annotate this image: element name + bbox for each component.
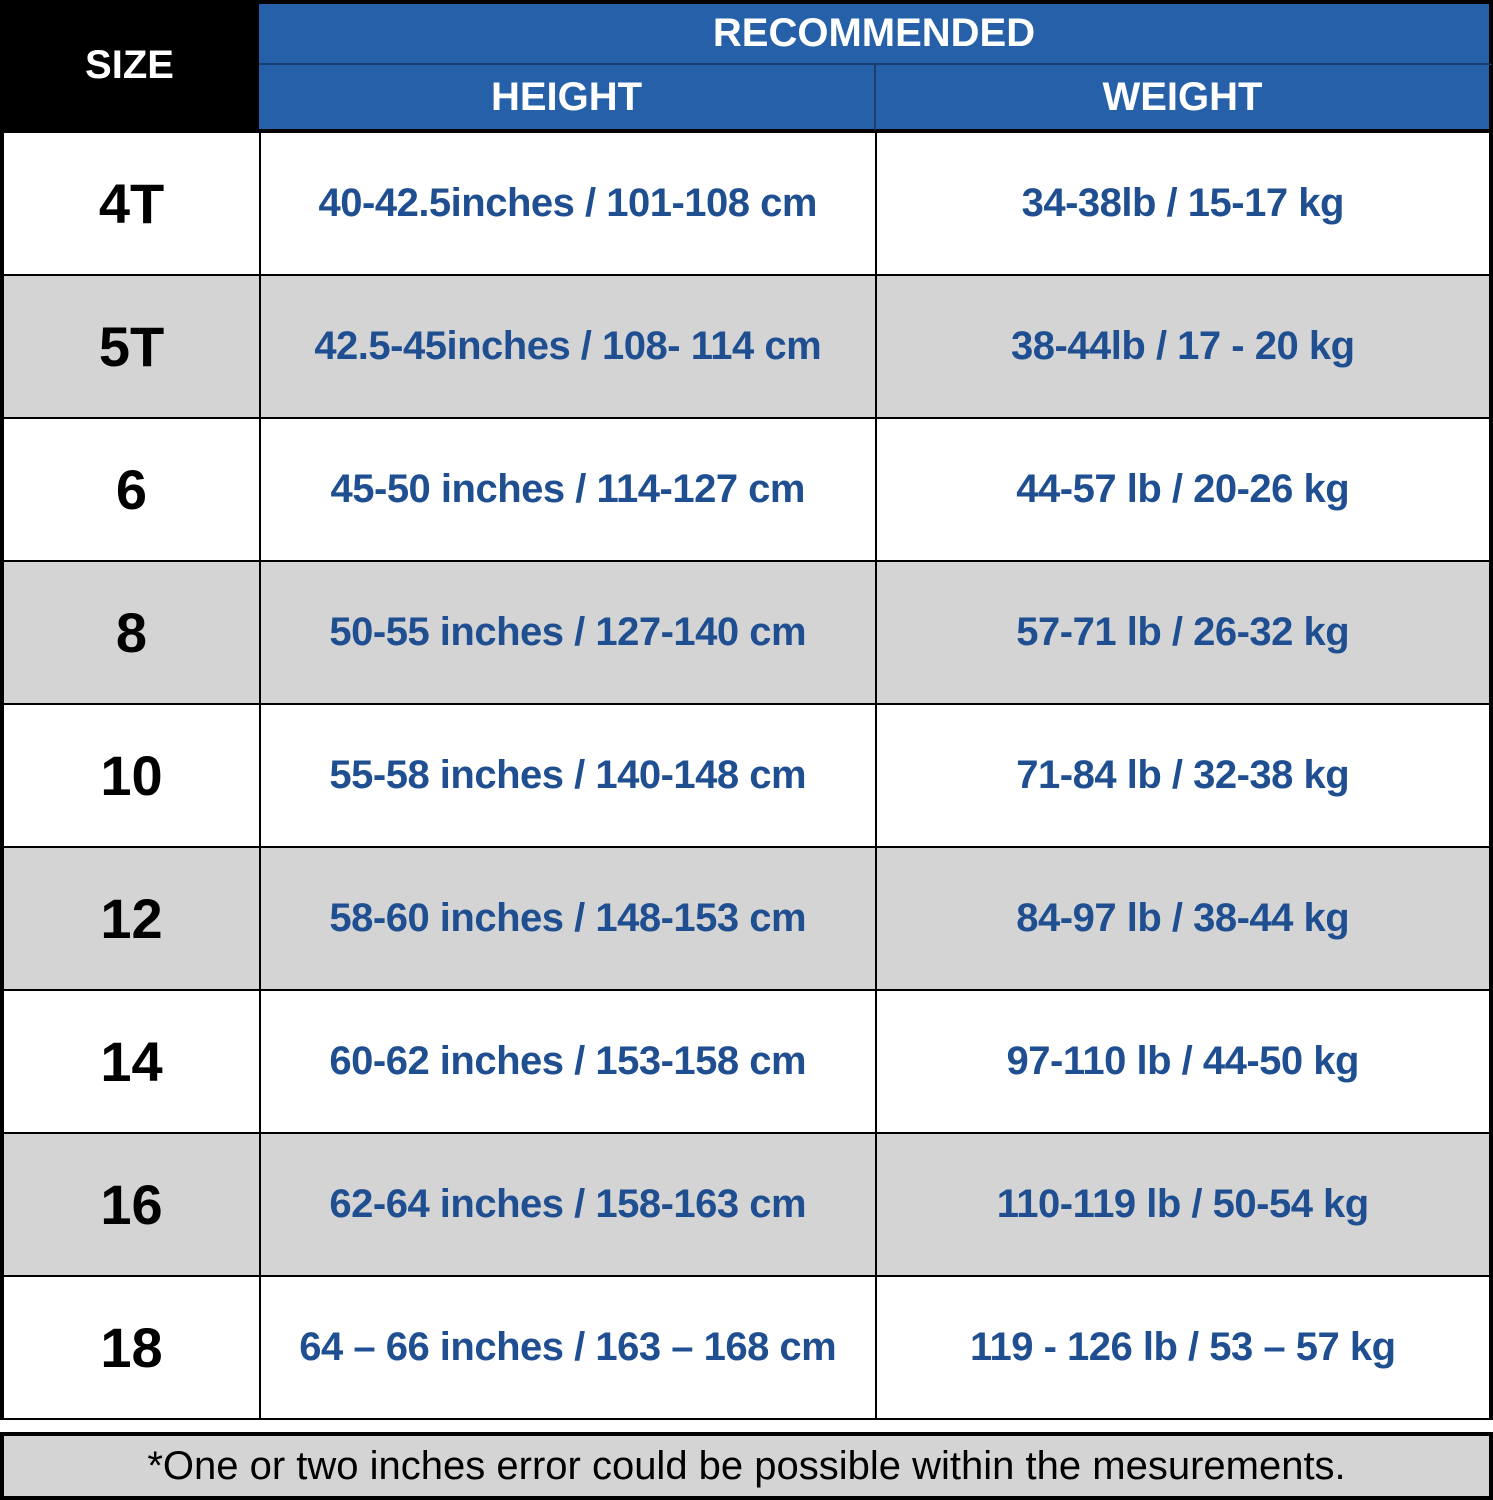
- table-row: 14 60-62 inches / 153-158 cm 97-110 lb / 4…: [0, 989, 1493, 1134]
- weight-header: WEIGHT: [876, 65, 1493, 131]
- height-cell: 55-58 inches / 140-148 cm: [259, 703, 877, 848]
- weight-cell: 97-110 lb / 44-50 kg: [874, 989, 1493, 1134]
- weight-cell: 119 - 126 lb / 53 – 57 kg: [874, 1275, 1493, 1420]
- size-cell: 12: [0, 846, 261, 991]
- size-cell: 18: [0, 1275, 261, 1420]
- weight-cell: 84-97 lb / 38-44 kg: [874, 846, 1493, 991]
- table-row: 4T 40-42.5inches / 101-108 cm 34-38lb / 15…: [0, 131, 1493, 276]
- size-table: 4T 40-42.5inches / 101-108 cm 34-38lb / 15…: [0, 131, 1493, 1420]
- size-cell: 8: [0, 560, 261, 705]
- size-cell: 5T: [0, 274, 261, 419]
- table-row: 12 58-60 inches / 148-153 cm 84-97 lb / 38…: [0, 846, 1493, 991]
- height-cell: 42.5-45inches / 108- 114 cm: [259, 274, 877, 419]
- size-cell: 10: [0, 703, 261, 848]
- height-cell: 45-50 inches / 114-127 cm: [259, 417, 877, 562]
- height-cell: 58-60 inches / 148-153 cm: [259, 846, 877, 991]
- height-cell: 60-62 inches / 153-158 cm: [259, 989, 877, 1134]
- height-cell: 50-55 inches / 127-140 cm: [259, 560, 877, 705]
- size-cell: 6: [0, 417, 261, 562]
- weight-cell: 71-84 lb / 32-38 kg: [874, 703, 1493, 848]
- height-header: HEIGHT: [259, 65, 876, 131]
- height-cell: 40-42.5inches / 101-108 cm: [259, 131, 877, 276]
- table-row: 5T 42.5-45inches / 108- 114 cm 38-44lb / 1…: [0, 274, 1493, 419]
- height-cell: 64 – 66 inches / 163 – 168 cm: [259, 1275, 877, 1420]
- size-header: SIZE: [0, 0, 259, 131]
- table-row: 16 62-64 inches / 158-163 cm 110-119 lb / …: [0, 1132, 1493, 1277]
- weight-cell: 57-71 lb / 26-32 kg: [874, 560, 1493, 705]
- weight-cell: 38-44lb / 17 - 20 kg: [874, 274, 1493, 419]
- table-row: 10 55-58 inches / 140-148 cm 71-84 lb / 32…: [0, 703, 1493, 848]
- weight-cell: 110-119 lb / 50-54 kg: [874, 1132, 1493, 1277]
- weight-cell: 44-57 lb / 20-26 kg: [874, 417, 1493, 562]
- size-cell: 16: [0, 1132, 261, 1277]
- size-cell: 14: [0, 989, 261, 1134]
- height-cell: 62-64 inches / 158-163 cm: [259, 1132, 877, 1277]
- table-row: 18 64 – 66 inches / 163 – 168 cm 119 - 126…: [0, 1275, 1493, 1420]
- table-row: 8 50-55 inches / 127-140 cm 57-71 lb / 26-…: [0, 560, 1493, 705]
- recommended-header: RECOMMENDED: [259, 0, 1493, 65]
- weight-cell: 34-38lb / 15-17 kg: [874, 131, 1493, 276]
- footnote: *One or two inches error could be possib…: [0, 1432, 1493, 1500]
- size-cell: 4T: [0, 131, 261, 276]
- table-row: 6 45-50 inches / 114-127 cm 44-57 lb / 20-…: [0, 417, 1493, 562]
